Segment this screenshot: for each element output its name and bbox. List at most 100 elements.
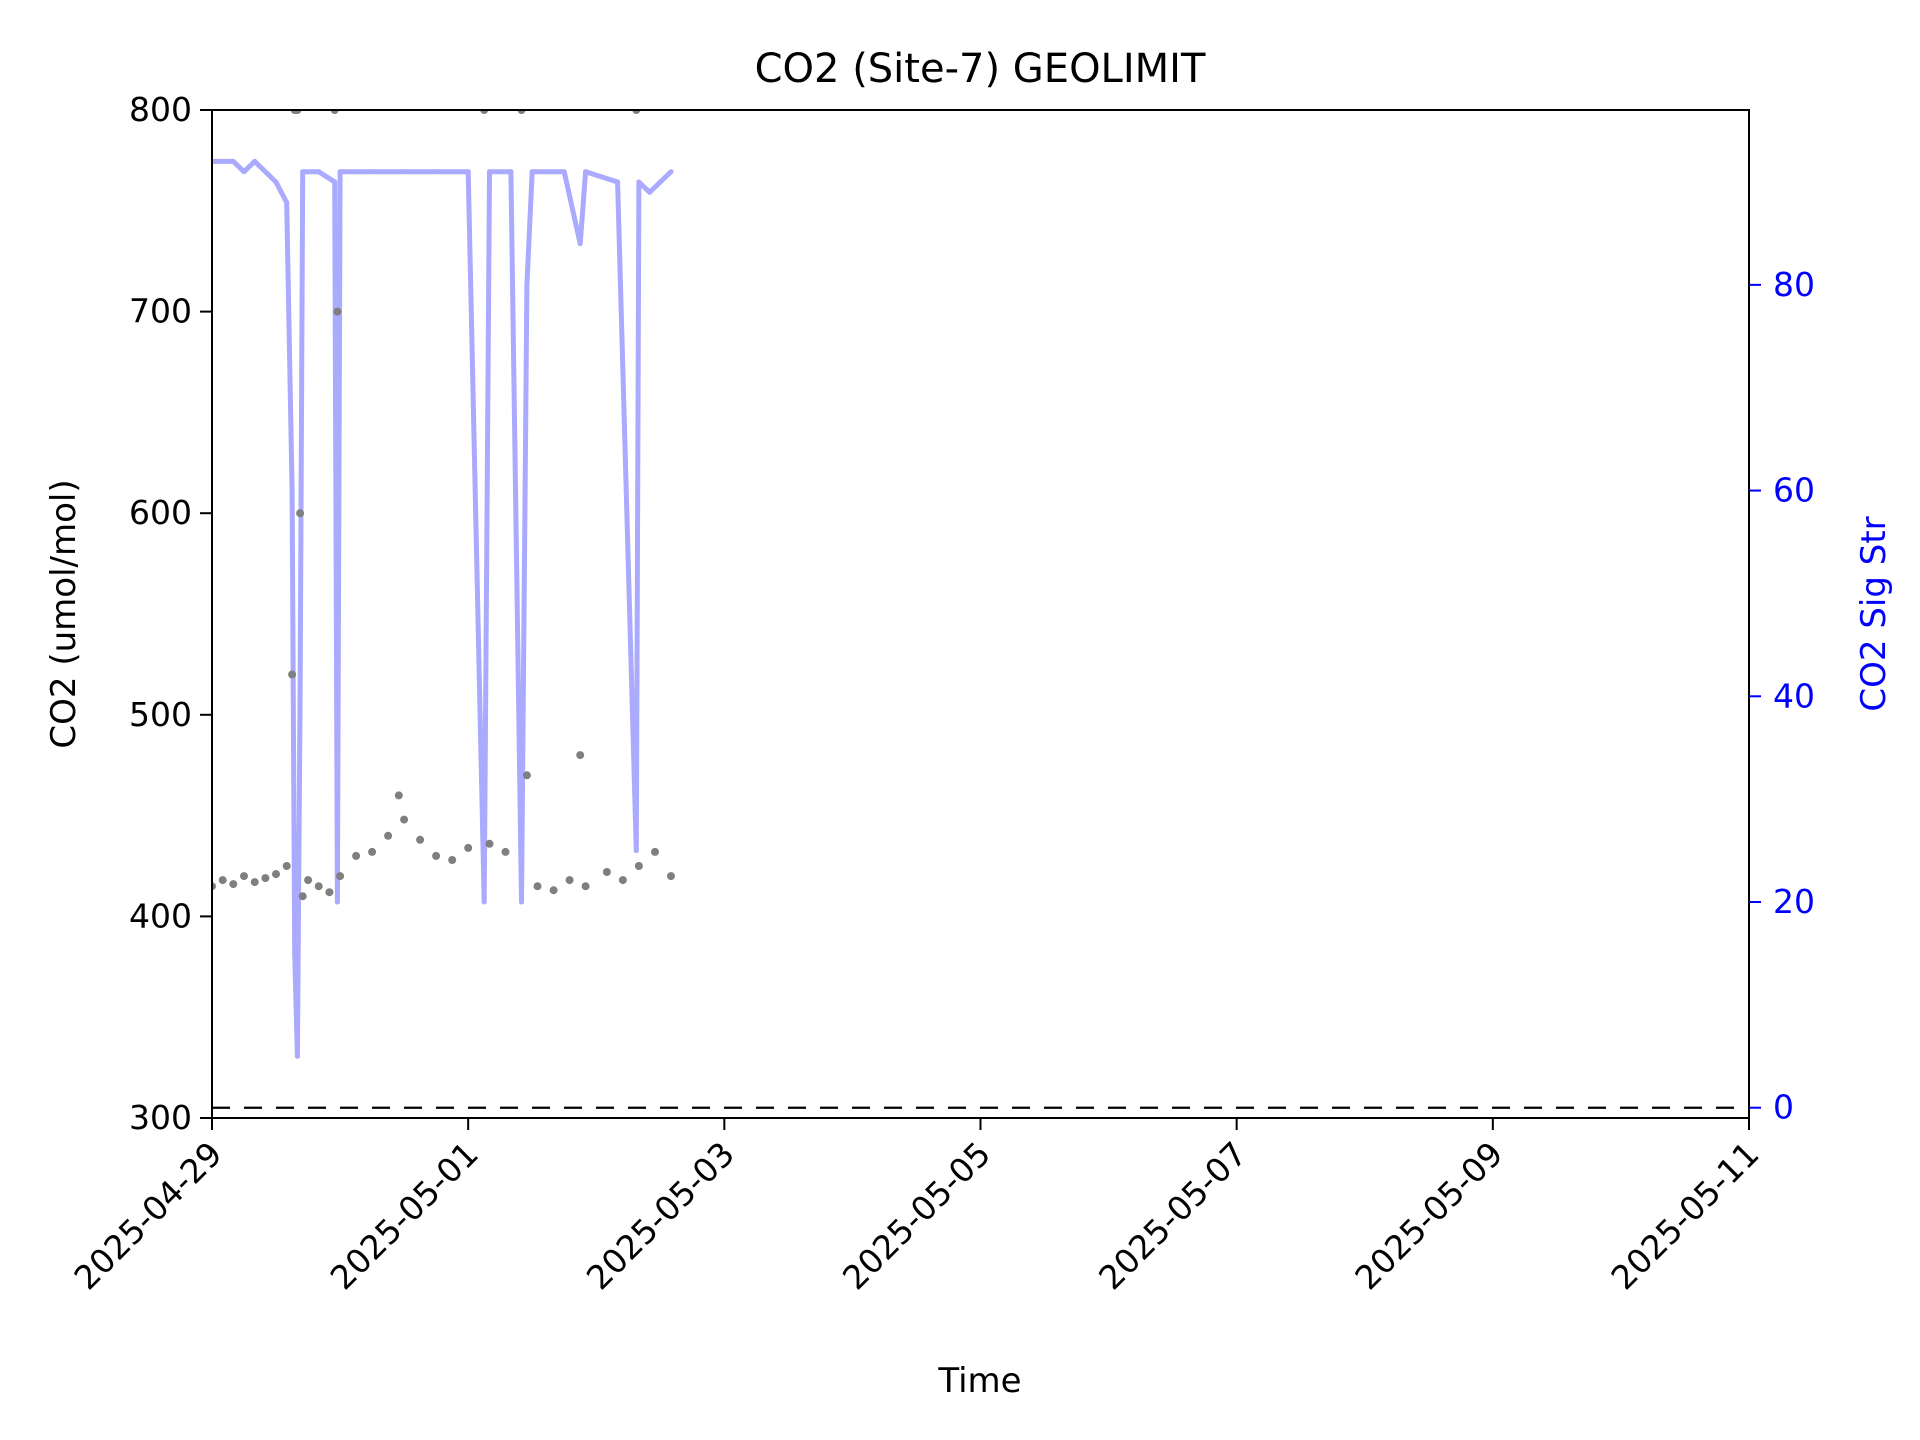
co2-point [533, 882, 542, 891]
chart-title: CO2 (Site-7) GEOLIMIT [755, 46, 1206, 92]
co2-point [314, 882, 323, 891]
co2-point [229, 880, 238, 889]
co2-point [384, 831, 393, 840]
co2-series [212, 110, 675, 901]
sig-str-point [636, 179, 642, 185]
co2-point [282, 862, 291, 870]
co2-point [464, 843, 473, 852]
sig-str-point [300, 169, 306, 175]
co2-point [218, 876, 227, 885]
co2-point [549, 886, 558, 895]
co2-point [432, 851, 441, 860]
co2-point [333, 307, 342, 316]
sig-str-point [252, 158, 258, 164]
x-tick-label: 2025-05-05 [835, 1134, 998, 1297]
co2-point [296, 509, 305, 518]
x-tick-label: 2025-05-11 [1603, 1134, 1766, 1297]
sig-str-point [433, 169, 439, 175]
co2-point [634, 862, 643, 870]
co2-point [602, 868, 611, 876]
y-left-tick-label: 300 [129, 1098, 192, 1137]
co2-point [352, 851, 361, 860]
co2-point [651, 847, 659, 856]
plot-frame [211, 109, 1750, 1119]
sig-str-point [401, 169, 407, 175]
y-right-tick-label: 80 [1773, 265, 1815, 304]
y-axis-right-title: CO2 Sig Str [1854, 516, 1894, 711]
y-left-tick-label: 600 [129, 493, 192, 532]
sig-str-point [297, 693, 303, 699]
y-axis-left: 300 400 500 600 700 800 [129, 90, 212, 1137]
co2-point [416, 835, 425, 844]
co2-point [565, 876, 574, 885]
sig-str-point [561, 169, 567, 175]
sig-str-point [524, 282, 530, 288]
co2-point [261, 874, 270, 883]
co2-point [576, 751, 585, 760]
y-left-tick-label: 700 [129, 292, 192, 331]
sig-str-point [230, 158, 236, 164]
y-left-tick-label: 800 [129, 90, 192, 129]
co2-point [485, 839, 494, 848]
co2-point [304, 876, 313, 885]
y-right-tick-label: 40 [1773, 676, 1815, 715]
sig-str-point [577, 241, 583, 247]
x-axis: 2025-04-29 2025-05-01 2025-05-03 2025-05-05… [66, 1118, 1767, 1297]
y-right-tick-label: 60 [1773, 471, 1815, 510]
co2-point [667, 872, 675, 881]
sig-str-point [241, 169, 247, 175]
sig-str-point [529, 169, 535, 175]
co2-point [394, 791, 403, 800]
co2-point [522, 771, 531, 780]
x-axis-title: Time [937, 1361, 1021, 1401]
sig-str-point [316, 169, 322, 175]
co2-point [325, 888, 334, 897]
sig-str-line [212, 158, 673, 1059]
sig-str-point [292, 950, 298, 956]
co2-point [581, 882, 590, 891]
sig-str-point [487, 169, 492, 175]
y-axis-left-title: CO2 (umol/mol) [44, 479, 84, 748]
sig-str-point [633, 848, 639, 854]
y-right-tick-label: 20 [1773, 882, 1815, 921]
y-right-tick-label: 0 [1773, 1088, 1794, 1127]
co2-point [272, 870, 280, 879]
sig-str-point [337, 169, 343, 175]
sig-str-point [481, 899, 487, 905]
sig-str-point [332, 179, 338, 185]
sig-str-point [508, 169, 514, 175]
co2-point [368, 847, 377, 856]
sig-str-point [657, 179, 663, 185]
sig-str-point [465, 169, 471, 175]
y-left-tick-label: 400 [129, 896, 192, 935]
x-tick-label: 2025-05-07 [1091, 1134, 1254, 1297]
sig-str-point [273, 179, 279, 185]
co2-point [501, 847, 510, 856]
sig-str-point [289, 488, 295, 494]
sig-str-point [519, 899, 524, 905]
sig-str-point [334, 899, 340, 905]
y-axis-right: 0 20 40 60 80 [1749, 265, 1815, 1127]
co2-point [288, 670, 297, 679]
co2-point [250, 878, 259, 887]
sig-str-point [294, 1053, 300, 1059]
sig-str-point [668, 169, 674, 175]
sig-str-point [284, 200, 290, 206]
co2-point [618, 876, 627, 885]
co2-point [400, 815, 409, 824]
x-tick-label: 2025-05-01 [323, 1134, 486, 1297]
x-tick-label: 2025-04-29 [66, 1134, 229, 1297]
co2-point [298, 892, 307, 901]
sig-str-point [647, 189, 653, 195]
sig-str-point [369, 169, 375, 175]
sig-str-series [212, 158, 674, 1059]
co2-point [448, 856, 457, 864]
sig-str-point [615, 179, 621, 185]
sig-str-point [583, 169, 589, 175]
co2-point [336, 872, 345, 881]
y-left-tick-label: 500 [129, 695, 192, 734]
x-tick-label: 2025-05-09 [1347, 1134, 1510, 1297]
co2-point [240, 872, 248, 881]
x-tick-label: 2025-05-03 [579, 1134, 742, 1297]
